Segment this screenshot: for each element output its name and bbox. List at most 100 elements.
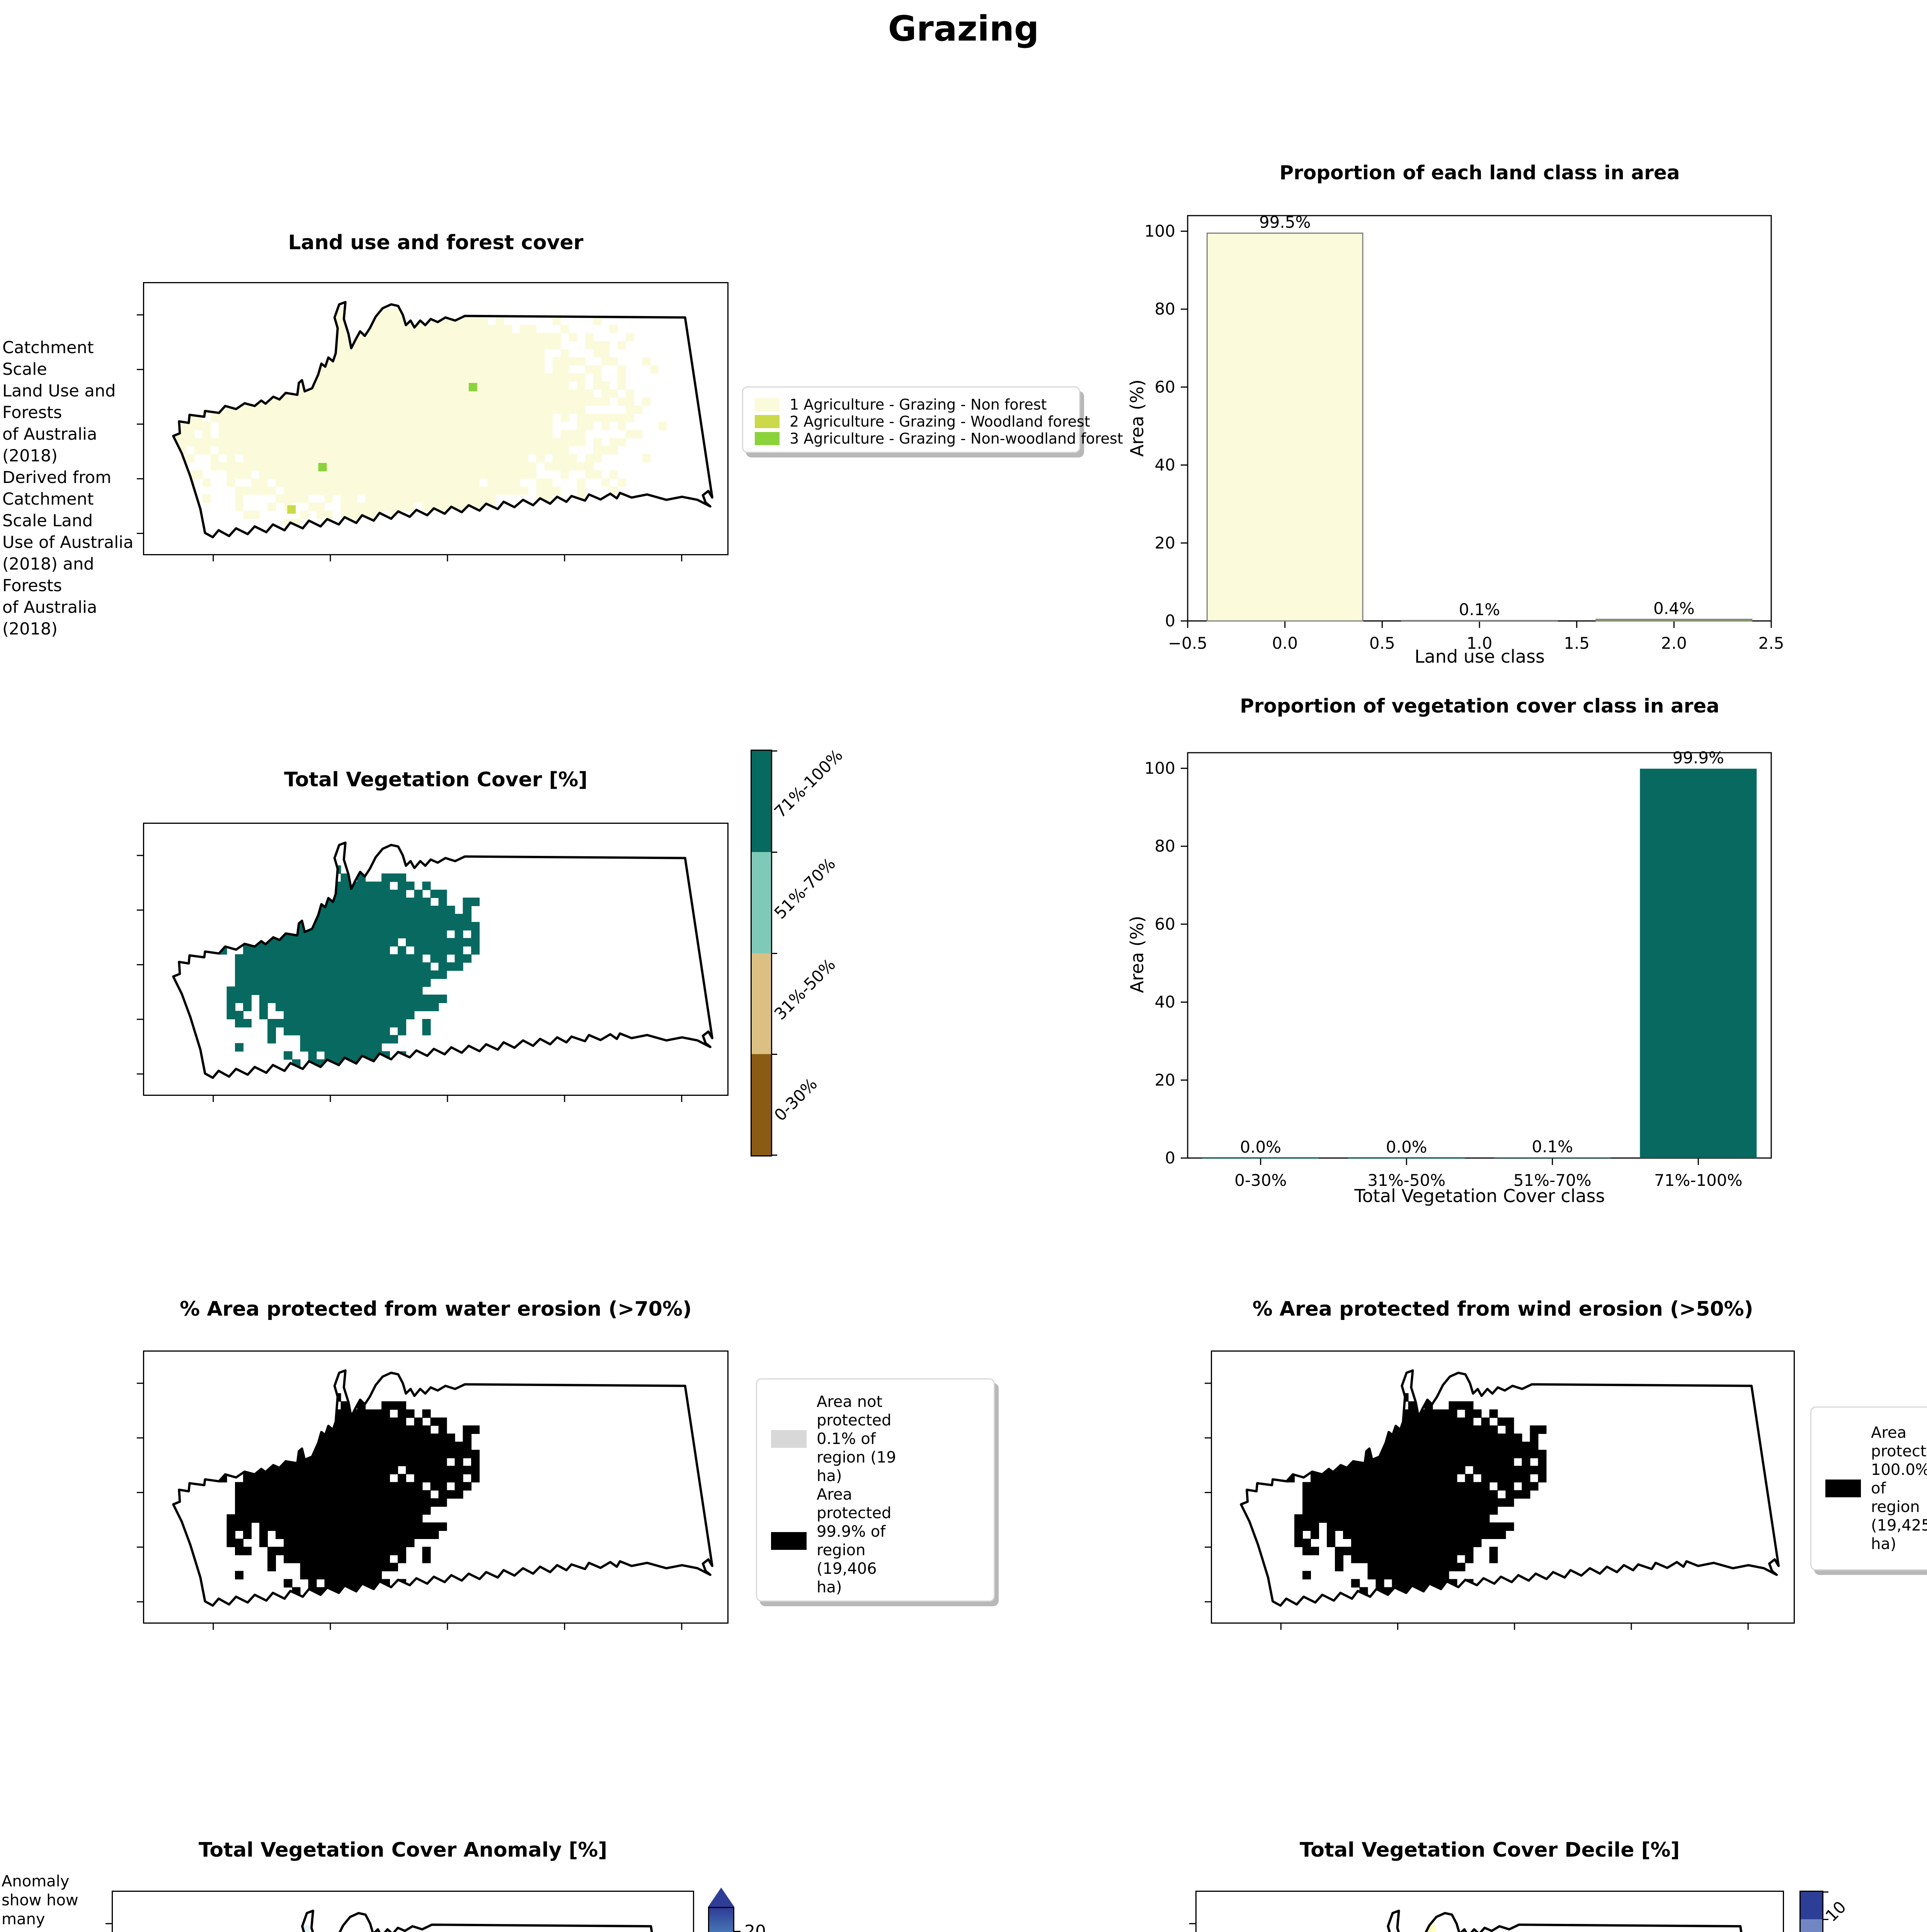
bar-value-label: 0.0% <box>1240 1138 1281 1156</box>
map-pixel <box>390 1019 398 1027</box>
map-pixel <box>308 1498 317 1507</box>
map-pixel <box>471 349 480 358</box>
map-pixel <box>544 438 553 447</box>
map-pixel <box>332 462 341 471</box>
map-pixel <box>373 357 382 366</box>
map-pixel <box>357 962 366 971</box>
map-pixel <box>349 422 357 430</box>
map-pixel <box>446 922 455 930</box>
map-pixel <box>340 881 349 890</box>
map-pixel <box>398 1538 407 1547</box>
map-pixel <box>243 454 252 463</box>
map-pixel <box>284 1010 293 1019</box>
map-pixel <box>487 478 496 487</box>
map-pixel <box>544 446 553 455</box>
map-pixel <box>349 1449 357 1458</box>
map-pixel <box>292 430 301 439</box>
map-pixel <box>495 333 504 342</box>
map-pixel <box>471 397 480 406</box>
map-pixel <box>422 325 431 333</box>
map-pixel <box>406 1434 415 1442</box>
map-pixel <box>243 1514 252 1523</box>
map-pixel <box>1465 1458 1474 1466</box>
map-pixel <box>357 938 366 947</box>
map-pixel <box>577 357 586 366</box>
map-pixel <box>512 389 521 398</box>
map-pixel <box>1432 1498 1441 1507</box>
map-pixel <box>430 995 439 1003</box>
map-pixel <box>414 389 423 398</box>
x-tick-label: 2.0 <box>1661 634 1687 653</box>
map-pixel <box>1392 1498 1401 1507</box>
map-pixel <box>276 413 284 422</box>
map-pixel <box>365 349 374 358</box>
map-pixel <box>1489 1546 1498 1555</box>
map-pixel <box>243 422 252 430</box>
map-pixel <box>1359 1490 1368 1499</box>
wind-protected-label: Area protected 100.0% of region (19,425 … <box>1871 1424 1927 1553</box>
map-pixel <box>528 422 537 430</box>
map-pixel <box>259 962 268 971</box>
map-pixel <box>463 397 472 406</box>
map-pixel <box>292 1554 301 1563</box>
map-pixel <box>438 1417 447 1426</box>
map-pixel <box>340 995 349 1003</box>
map-pixel <box>414 1482 423 1491</box>
map-pixel <box>357 1531 366 1539</box>
map-pixel <box>1505 1490 1514 1499</box>
map-pixel <box>1302 1498 1311 1507</box>
map-pixel <box>1432 1458 1441 1466</box>
map-pixel <box>601 381 610 390</box>
map-pixel <box>463 413 472 422</box>
map-pixel <box>455 946 463 955</box>
map-pixel <box>1432 1434 1441 1442</box>
map-pixel <box>365 1417 374 1426</box>
map-pixel <box>455 470 463 479</box>
map-pixel <box>357 889 366 898</box>
map-pixel <box>618 438 626 447</box>
map-pixel <box>406 430 415 439</box>
map-pixel <box>340 470 349 479</box>
map-pixel <box>1367 1482 1376 1491</box>
map-pixel <box>243 995 252 1003</box>
map-pixel <box>284 1490 293 1499</box>
map-pixel <box>324 430 333 439</box>
map-pixel <box>357 478 366 487</box>
map-pixel <box>422 373 431 382</box>
map-pixel <box>373 454 382 463</box>
map-pixel <box>373 930 382 939</box>
map-pixel <box>471 357 480 366</box>
x-tick-label: 71%-100% <box>1654 1171 1743 1190</box>
map-pixel <box>536 413 545 422</box>
map-pixel <box>373 1417 382 1426</box>
map-pixel <box>292 454 301 463</box>
map-pixel <box>381 502 390 511</box>
map-pixel <box>398 1401 407 1410</box>
map-pixel <box>324 1538 333 1547</box>
map-pixel <box>1359 1466 1368 1475</box>
map-pixel <box>438 438 447 447</box>
map-pixel <box>292 1019 301 1027</box>
map-pixel <box>552 316 561 325</box>
map-pixel <box>340 438 349 447</box>
map-pixel <box>251 486 260 495</box>
map-pixel <box>398 454 407 463</box>
map-pixel <box>373 502 382 511</box>
map-pixel <box>1400 1554 1409 1563</box>
map-pixel <box>1465 1409 1474 1418</box>
bar-value-label: 99.5% <box>1259 213 1311 231</box>
map-pixel <box>1522 1490 1530 1499</box>
map-pixel <box>536 454 545 463</box>
map-pixel <box>365 1466 374 1475</box>
map-pixel <box>259 1506 268 1515</box>
map-pixel <box>414 978 423 987</box>
map-pixel <box>446 478 455 487</box>
map-pixel <box>284 478 293 487</box>
map-pixel <box>308 1010 317 1019</box>
map-pixel <box>357 1458 366 1466</box>
map-pixel <box>406 1441 415 1450</box>
map-pixel <box>446 1441 455 1450</box>
map-pixel <box>495 454 504 463</box>
map-pixel <box>398 1554 407 1563</box>
map-pixel <box>438 462 447 471</box>
